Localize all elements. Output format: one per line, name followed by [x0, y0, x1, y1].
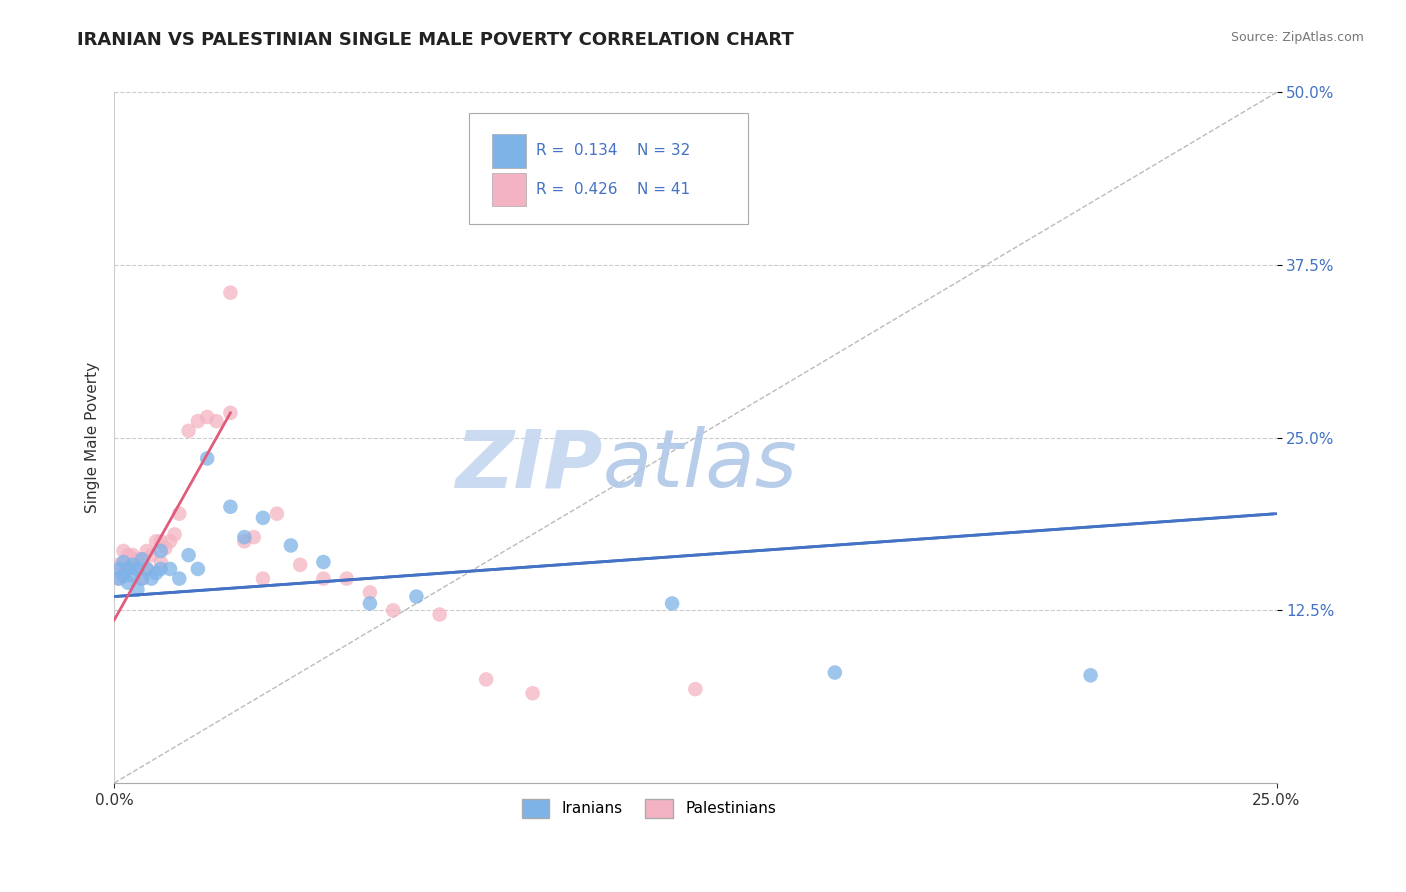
- FancyBboxPatch shape: [468, 113, 748, 224]
- Point: [121, 558, 143, 572]
- Point: [685, 682, 707, 697]
- Point: [121, 558, 143, 572]
- Point: [117, 575, 139, 590]
- Point: [475, 673, 498, 687]
- Point: [127, 562, 149, 576]
- Point: [131, 552, 153, 566]
- Point: [112, 569, 135, 583]
- Point: [149, 555, 172, 569]
- Point: [135, 562, 157, 576]
- Point: [280, 538, 302, 552]
- Point: [131, 572, 153, 586]
- Point: [159, 562, 181, 576]
- Point: [359, 597, 381, 611]
- Point: [163, 527, 186, 541]
- Point: [117, 562, 139, 576]
- Point: [131, 552, 153, 566]
- Point: [205, 414, 228, 428]
- Point: [149, 544, 172, 558]
- Point: [219, 500, 242, 514]
- Point: [252, 572, 274, 586]
- Point: [141, 548, 163, 562]
- Point: [159, 534, 181, 549]
- Point: [312, 555, 335, 569]
- Text: ZIP: ZIP: [456, 426, 602, 504]
- Y-axis label: Single Male Poverty: Single Male Poverty: [86, 362, 100, 513]
- Point: [149, 534, 172, 549]
- Point: [177, 548, 200, 562]
- Point: [112, 555, 135, 569]
- Point: [108, 558, 131, 572]
- Text: Source: ZipAtlas.com: Source: ZipAtlas.com: [1230, 31, 1364, 45]
- Point: [169, 507, 191, 521]
- Point: [112, 544, 135, 558]
- FancyBboxPatch shape: [492, 134, 526, 168]
- Point: [145, 534, 167, 549]
- Point: [1080, 668, 1102, 682]
- Point: [108, 572, 131, 586]
- Point: [108, 562, 131, 576]
- Point: [112, 562, 135, 576]
- Point: [149, 562, 172, 576]
- Point: [169, 572, 191, 586]
- Point: [233, 534, 256, 549]
- Point: [405, 590, 427, 604]
- Point: [141, 572, 163, 586]
- Point: [195, 409, 218, 424]
- Point: [429, 607, 451, 622]
- Point: [312, 572, 335, 586]
- Point: [219, 285, 242, 300]
- Point: [135, 544, 157, 558]
- Point: [661, 597, 683, 611]
- Text: IRANIAN VS PALESTINIAN SINGLE MALE POVERTY CORRELATION CHART: IRANIAN VS PALESTINIAN SINGLE MALE POVER…: [77, 31, 794, 49]
- Point: [127, 562, 149, 576]
- Legend: Iranians, Palestinians: Iranians, Palestinians: [516, 793, 782, 823]
- Point: [288, 558, 311, 572]
- FancyBboxPatch shape: [492, 173, 526, 206]
- Point: [382, 603, 405, 617]
- Point: [121, 569, 143, 583]
- Point: [187, 562, 209, 576]
- Point: [127, 552, 149, 566]
- Text: atlas: atlas: [602, 426, 797, 504]
- Point: [266, 507, 288, 521]
- Point: [145, 566, 167, 580]
- Point: [522, 686, 544, 700]
- Point: [117, 548, 139, 562]
- Point: [121, 548, 143, 562]
- Point: [824, 665, 846, 680]
- Point: [135, 562, 157, 576]
- Point: [195, 451, 218, 466]
- Point: [187, 414, 209, 428]
- Point: [359, 585, 381, 599]
- Text: R =  0.426    N = 41: R = 0.426 N = 41: [536, 182, 690, 197]
- Point: [233, 530, 256, 544]
- Point: [252, 511, 274, 525]
- Point: [155, 541, 177, 556]
- Point: [177, 424, 200, 438]
- Point: [131, 572, 153, 586]
- Text: R =  0.134    N = 32: R = 0.134 N = 32: [536, 144, 690, 159]
- Point: [242, 530, 264, 544]
- Point: [219, 406, 242, 420]
- Point: [336, 572, 359, 586]
- Point: [108, 572, 131, 586]
- Point: [117, 562, 139, 576]
- Point: [127, 582, 149, 597]
